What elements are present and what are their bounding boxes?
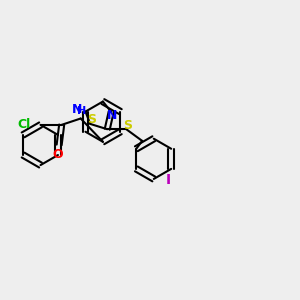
Text: S: S [87, 113, 96, 126]
Text: I: I [166, 173, 171, 187]
Text: O: O [53, 148, 64, 161]
Text: Cl: Cl [17, 118, 31, 131]
Text: H: H [76, 106, 86, 116]
Text: N: N [72, 103, 83, 116]
Text: N: N [107, 110, 117, 122]
Text: S: S [123, 119, 132, 132]
